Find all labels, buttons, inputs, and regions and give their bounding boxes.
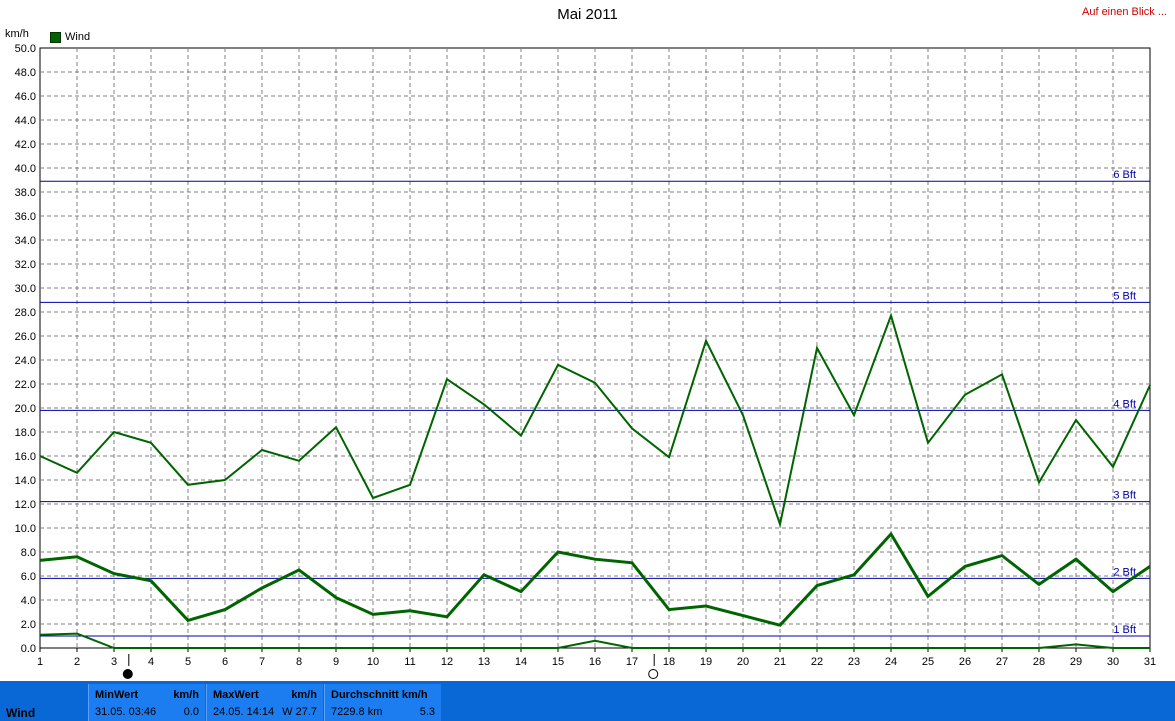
x-tick-label: 23 <box>848 656 860 668</box>
avg-value: 5.3 <box>419 706 435 718</box>
max-header: MaxWert <box>213 689 259 701</box>
avg-distance: 7229.8 km <box>331 706 383 718</box>
avg-header: Durchschnitt km/h <box>331 689 428 701</box>
avg-box: Durchschnitt km/h 7229.8 km 5.3 <box>324 684 441 721</box>
x-tick-label: 7 <box>259 656 265 668</box>
y-tick-label: 50.0 <box>15 43 36 55</box>
x-tick-label: 26 <box>959 656 971 668</box>
x-tick-label: 3 <box>111 656 117 668</box>
x-tick-label: 20 <box>737 656 749 668</box>
beaufort-label: 4 Bft <box>1113 398 1136 410</box>
max-unit: km/h <box>291 689 317 701</box>
moon-marker <box>122 669 133 679</box>
y-tick-label: 6.0 <box>21 571 36 583</box>
x-tick-label: 12 <box>441 656 453 668</box>
y-tick-label: 14.0 <box>15 475 36 487</box>
y-tick-label: 16.0 <box>15 451 36 463</box>
min-header: MinWert <box>95 689 139 701</box>
x-tick-label: 15 <box>552 656 564 668</box>
series-line-min <box>39 632 1150 649</box>
series-line-max <box>39 312 1151 529</box>
beaufort-label: 5 Bft <box>1113 290 1136 302</box>
x-tick-label: 4 <box>148 656 154 668</box>
y-tick-label: 34.0 <box>15 235 36 247</box>
x-tick-label: 11 <box>404 656 415 668</box>
beaufort-label: 3 Bft <box>1113 490 1136 502</box>
chart: 0.0 2.0 4.0 6.0 8.0 10.0 12.0 14.0 16.0 18.0 20.0 2… <box>15 43 1156 679</box>
y-tick-label: 36.0 <box>15 211 36 223</box>
x-tick-label: 21 <box>774 656 786 668</box>
x-tick-label: 13 <box>478 656 490 668</box>
x-tick-label: 1 <box>37 656 43 668</box>
legend-swatch <box>50 31 61 43</box>
page-title: Mai 2011 <box>557 6 618 23</box>
y-tick-label: 26.0 <box>15 331 36 343</box>
moon-marker <box>648 669 659 679</box>
y-tick-label: 24.0 <box>15 355 36 367</box>
y-tick-label: 28.0 <box>15 307 36 319</box>
y-tick-label: 18.0 <box>15 427 36 439</box>
x-tick-label: 28 <box>1033 656 1045 668</box>
x-tick-label: 2 <box>74 656 80 668</box>
legend: Wind <box>50 31 90 43</box>
x-tick-label: 27 <box>996 656 1008 668</box>
legend-label: Wind <box>65 31 91 43</box>
y-tick-label: 12.0 <box>15 499 36 511</box>
stats-name: Wind <box>6 706 36 720</box>
series-line-avg <box>39 531 1151 627</box>
max-time: 24.05. 14:14 <box>213 706 275 718</box>
x-tick-label: 30 <box>1107 656 1119 668</box>
min-time: 31.05. 03:46 <box>95 706 157 718</box>
x-tick-label: 24 <box>885 656 897 668</box>
y-tick-label: 44.0 <box>15 115 36 127</box>
x-tick-label: 22 <box>811 656 823 668</box>
x-tick-label: 19 <box>700 656 712 668</box>
y-tick-label: 32.0 <box>15 259 36 271</box>
x-tick-label: 18 <box>663 656 675 668</box>
stats-panel: Wind MinWert km/h 31.05. 03:46 0.0 MaxWe… <box>0 681 1175 721</box>
min-value: 0.0 <box>183 706 199 718</box>
x-tick-label: 16 <box>589 656 601 668</box>
x-tick-label: 9 <box>333 656 339 668</box>
x-tick-label: 29 <box>1070 656 1082 668</box>
x-tick-label: 14 <box>515 656 527 668</box>
y-tick-label: 10.0 <box>15 523 36 535</box>
x-tick-label: 25 <box>922 656 934 668</box>
y-tick-label: 20.0 <box>15 403 36 415</box>
min-box: MinWert km/h 31.05. 03:46 0.0 <box>88 684 205 721</box>
y-axis-unit: km/h <box>5 28 29 40</box>
x-tick-label: 8 <box>296 656 302 668</box>
y-tick-label: 42.0 <box>15 139 36 151</box>
x-tick-label: 5 <box>185 656 191 668</box>
y-tick-label: 0.0 <box>21 643 36 655</box>
beaufort-label: 6 Bft <box>1113 169 1136 181</box>
x-tick-label: 31 <box>1144 656 1156 668</box>
max-box: MaxWert km/h 24.05. 14:14 W 27.7 <box>206 684 323 721</box>
y-tick-label: 4.0 <box>21 595 36 607</box>
y-tick-label: 2.0 <box>21 619 36 631</box>
x-tick-label: 10 <box>367 656 379 668</box>
y-tick-label: 46.0 <box>15 91 36 103</box>
max-value: W 27.7 <box>282 706 317 718</box>
min-unit: km/h <box>173 689 199 701</box>
y-tick-label: 40.0 <box>15 163 36 175</box>
y-tick-label: 30.0 <box>15 283 36 295</box>
beaufort-label: 1 Bft <box>1113 624 1136 636</box>
overview-link[interactable]: Auf einen Blick ... <box>1082 6 1167 18</box>
y-tick-label: 22.0 <box>15 379 36 391</box>
x-tick-label: 17 <box>626 656 638 668</box>
y-tick-label: 8.0 <box>21 547 36 559</box>
x-tick-label: 6 <box>222 656 228 668</box>
y-tick-label: 48.0 <box>15 67 36 79</box>
y-tick-label: 38.0 <box>15 187 36 199</box>
beaufort-label: 2 Bft <box>1113 566 1136 578</box>
